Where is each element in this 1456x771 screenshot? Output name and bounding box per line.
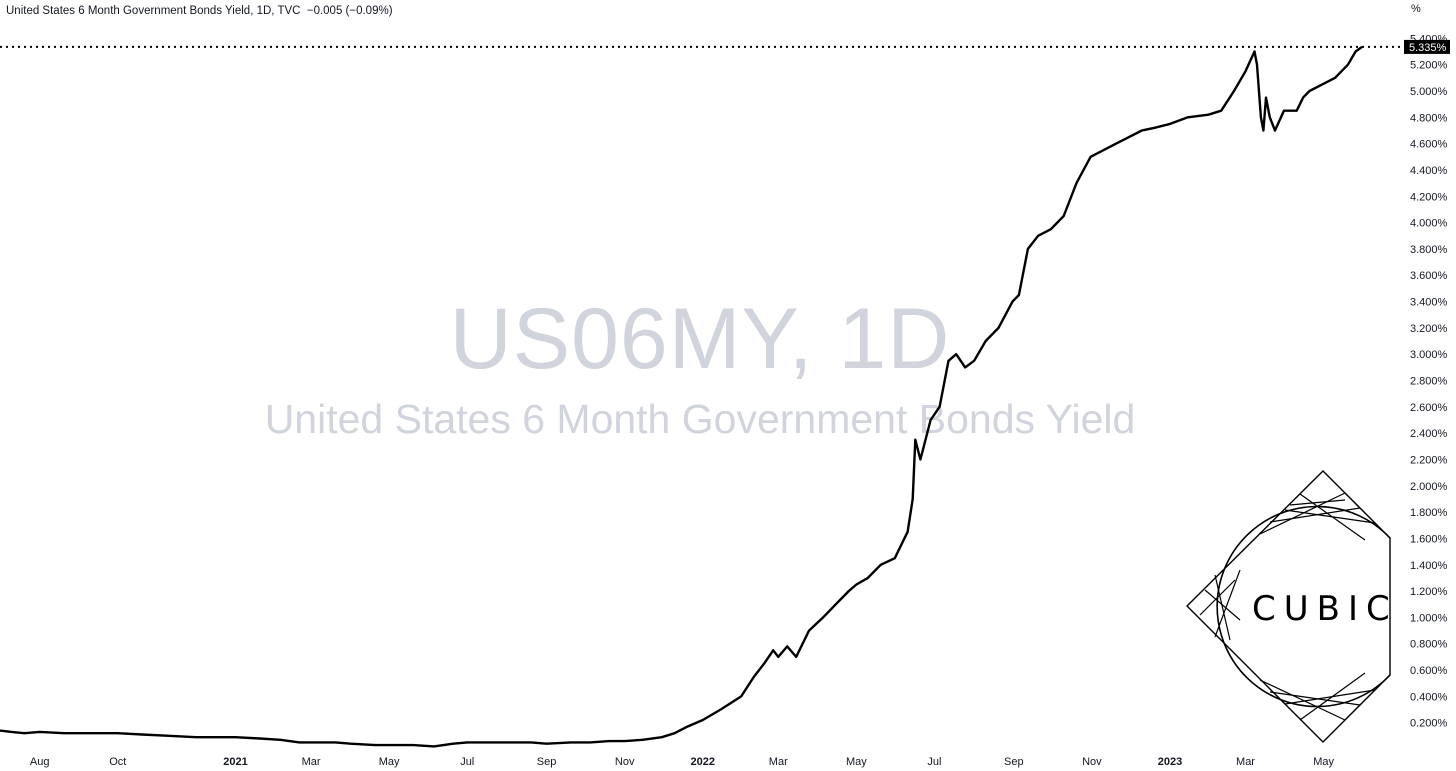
last-price-badge-text: 5.335% (1409, 42, 1447, 54)
y-tick-label: 1.600% (1410, 533, 1448, 545)
y-tick-label: 4.600% (1410, 139, 1448, 151)
y-tick-label: 0.400% (1410, 691, 1448, 703)
y-tick-label: 4.800% (1410, 112, 1448, 124)
last-price-badge-bg (1404, 39, 1450, 54)
y-tick-label: 0.600% (1410, 665, 1448, 677)
y-tick-label: 4.200% (1410, 191, 1448, 203)
y-tick-label: 2.000% (1410, 481, 1448, 493)
chart-title: United States 6 Month Government Bonds Y… (6, 5, 301, 17)
x-tick-label: Mar (769, 756, 788, 768)
y-tick-label: 3.600% (1410, 270, 1448, 282)
y-tick-label: 1.800% (1410, 507, 1448, 519)
y-tick-label: 1.400% (1410, 560, 1448, 572)
chart-header: United States 6 Month Government Bonds Y… (6, 5, 393, 17)
x-tick-label: Jul (927, 756, 941, 768)
y-tick-label: 5.200% (1410, 60, 1448, 72)
logo-text: CUBIC (1252, 589, 1398, 629)
x-tick-label: May (379, 756, 400, 768)
x-tick-label: Mar (1236, 756, 1255, 768)
series-line (0, 45, 1363, 748)
series-line-group (0, 45, 1363, 748)
y-tick-label: 0.800% (1410, 639, 1448, 651)
x-tick-label: Nov (615, 756, 635, 768)
y-axis-unit: % (1411, 3, 1421, 15)
watermark-symbol: US06MY, 1D (449, 291, 951, 387)
x-tick-label: May (846, 756, 867, 768)
y-tick-label: 5.000% (1410, 86, 1448, 98)
x-tick-label: 2021 (223, 756, 247, 768)
y-axis: 0.200% 0.400% 0.600% 0.800% 1.000% 1.200% 1.40… (1410, 33, 1448, 729)
last-price-badge: 5.335% (1404, 39, 1450, 54)
x-tick-label: Jul (460, 756, 474, 768)
y-tick-label: 1.200% (1410, 586, 1448, 598)
y-tick-label: 1.000% (1410, 612, 1448, 624)
x-tick-label: Mar (302, 756, 321, 768)
x-tick-label: Sep (1004, 756, 1024, 768)
y-tick-label: 3.400% (1410, 297, 1448, 309)
y-tick-label: 3.800% (1410, 244, 1448, 256)
x-tick-label: Oct (109, 756, 126, 768)
cubic-logo: CUBIC (1186, 470, 1398, 743)
x-axis: Aug Oct 2021 Mar May Jul Sep Nov 2022 Mar May Jul Se… (30, 756, 1335, 768)
x-tick-label: 2023 (1158, 756, 1182, 768)
y-tick-label: 3.000% (1410, 349, 1448, 361)
y-tick-label: 2.800% (1410, 376, 1448, 388)
x-tick-label: May (1313, 756, 1334, 768)
y-tick-label: 4.400% (1410, 165, 1448, 177)
y-tick-label: 2.200% (1410, 454, 1448, 466)
y-tick-label: 3.200% (1410, 323, 1448, 335)
y-tick-label: 2.400% (1410, 428, 1448, 440)
x-tick-label: 2022 (691, 756, 715, 768)
x-tick-label: Aug (30, 756, 50, 768)
y-tick-label: 2.600% (1410, 402, 1448, 414)
x-tick-label: Sep (537, 756, 557, 768)
y-tick-label: 0.200% (1410, 718, 1448, 730)
y-tick-label: 4.000% (1410, 218, 1448, 230)
chart-change: −0.005 (−0.09%) (306, 5, 393, 17)
x-tick-label: Nov (1082, 756, 1102, 768)
watermark-description: United States 6 Month Government Bonds Y… (264, 396, 1136, 442)
